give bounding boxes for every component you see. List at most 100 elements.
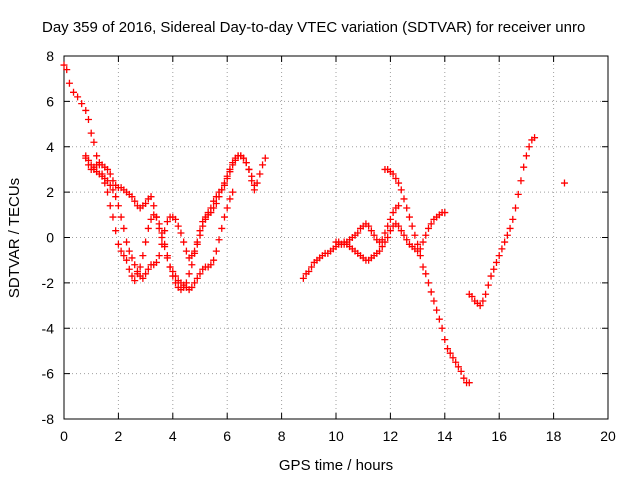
y-tick-label: -2 (42, 275, 55, 291)
data-point (152, 213, 160, 221)
data-point (531, 134, 539, 142)
data-point (123, 238, 131, 246)
data-point (457, 367, 465, 375)
data-point (378, 243, 386, 251)
data-point (226, 195, 234, 203)
data-point (403, 204, 411, 212)
data-point (215, 193, 223, 201)
data-point (120, 224, 128, 232)
y-tick-labels: -8 -6 -4 -2 0 2 4 6 8 (42, 48, 55, 427)
y-tick-label: -4 (42, 320, 55, 336)
data-point (419, 263, 427, 271)
data-point (397, 227, 405, 235)
data-point (65, 79, 73, 87)
data-point (158, 234, 166, 241)
data-point (201, 215, 209, 223)
data-point (128, 272, 136, 280)
series-track-3 (82, 154, 237, 294)
data-point (147, 215, 155, 223)
data-point (370, 231, 378, 239)
data-point (452, 358, 460, 366)
data-point (446, 349, 454, 357)
data-point (212, 247, 220, 255)
data-point (403, 236, 411, 244)
data-point (106, 202, 114, 210)
data-point (498, 245, 506, 253)
series-track-7 (465, 134, 539, 310)
x-tick-label: 10 (328, 428, 344, 444)
x-tick-label: 2 (115, 428, 123, 444)
data-point (125, 265, 133, 273)
data-point (169, 268, 177, 276)
data-point (492, 258, 500, 266)
data-point (220, 213, 228, 221)
data-point (441, 209, 449, 217)
data-point (226, 165, 234, 173)
data-point (405, 213, 413, 221)
series-track-4 (299, 209, 449, 282)
x-tick-label: 12 (383, 428, 399, 444)
data-point (514, 190, 522, 198)
data-point (250, 181, 258, 189)
data-point (433, 306, 441, 314)
data-point (142, 199, 150, 207)
data-point (395, 202, 403, 210)
data-point (424, 224, 432, 232)
x-tick-label: 20 (600, 428, 616, 444)
data-point (172, 215, 180, 223)
data-point (397, 186, 405, 194)
y-tick-label: 2 (46, 184, 54, 200)
data-point (384, 234, 392, 241)
data-point (522, 152, 530, 160)
data-point (163, 254, 171, 262)
y-tick-label: 4 (46, 139, 54, 155)
data-point (220, 179, 228, 187)
y-tick-label: -6 (42, 366, 55, 382)
data-point (389, 209, 397, 217)
data-point (454, 363, 462, 371)
data-point (259, 161, 267, 169)
data-point (161, 243, 169, 251)
data-point (223, 204, 231, 212)
data-point (411, 231, 419, 239)
data-point (150, 202, 158, 210)
data-point (161, 227, 169, 235)
data-point (476, 302, 484, 310)
data-point (479, 297, 487, 305)
y-tick-label: 0 (46, 230, 54, 246)
axis-ticks (63, 55, 609, 420)
data-point (430, 297, 438, 305)
data-point (223, 172, 231, 180)
data-point (109, 177, 117, 185)
data-point (142, 238, 150, 246)
x-tick-label: 0 (60, 428, 68, 444)
data-point (509, 215, 517, 223)
data-point (104, 188, 112, 196)
data-point (245, 165, 253, 173)
data-point (139, 252, 147, 260)
data-point (136, 263, 144, 271)
data-point (155, 252, 163, 260)
data-point (82, 106, 90, 114)
data-point (196, 270, 204, 278)
data-point (93, 152, 101, 160)
data-point (520, 163, 528, 171)
data-point (109, 213, 117, 221)
y-tick-label: 6 (46, 93, 54, 109)
data-point (381, 229, 389, 237)
data-point (191, 279, 199, 287)
data-point (193, 274, 201, 282)
data-point (248, 172, 256, 180)
data-point (427, 288, 435, 296)
data-point (560, 179, 568, 187)
data-point (354, 229, 362, 237)
x-tick-label: 18 (546, 428, 562, 444)
data-point (199, 222, 207, 230)
data-point (155, 224, 163, 232)
data-point (131, 261, 139, 269)
data-point (490, 265, 498, 273)
data-point (180, 238, 188, 246)
data-point (416, 245, 424, 253)
data-point (152, 258, 160, 266)
